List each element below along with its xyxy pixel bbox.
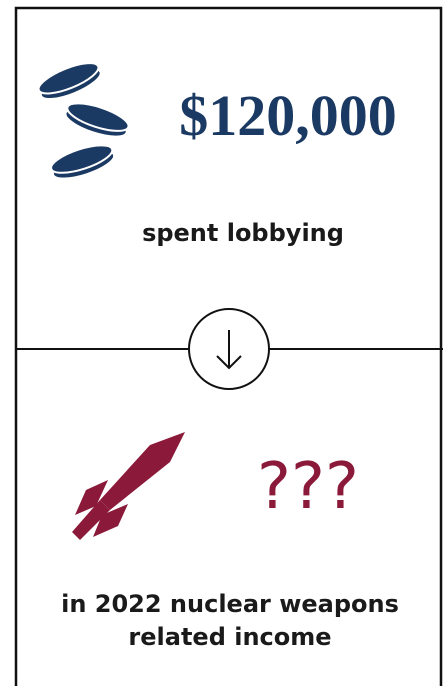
- arrow-down: [216, 330, 242, 370]
- amount: ???: [257, 450, 359, 524]
- label: related income: [128, 623, 331, 651]
- label: spent lobbying: [142, 219, 344, 247]
- coins-icon: [37, 62, 130, 180]
- amount: $120,000: [179, 83, 397, 148]
- label: in 2022 nuclear weapons: [61, 590, 399, 618]
- missile-icon: [72, 432, 185, 540]
